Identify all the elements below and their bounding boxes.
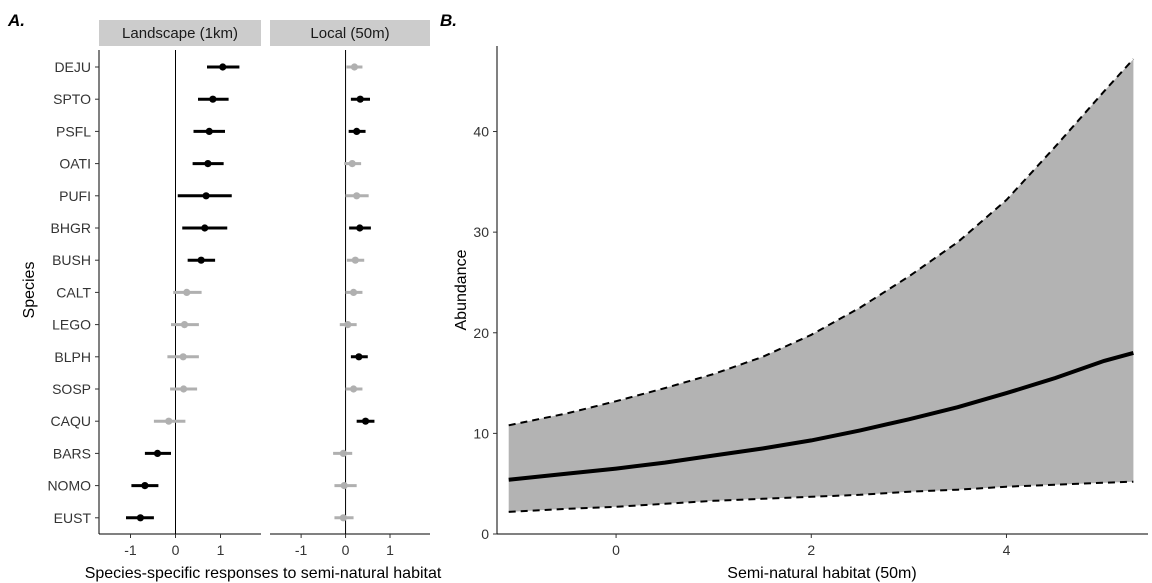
facet-local-marks: -1 0 1 [295, 50, 394, 558]
estimate-point-deju [350, 63, 359, 71]
estimate-point-bhgr [201, 224, 209, 232]
estimate-point-lego [344, 321, 352, 329]
y-tick-label: 10 [473, 425, 489, 441]
estimate-point-bars [153, 449, 162, 457]
lower-bound-line [508, 480, 1134, 513]
x-tick-label: 0 [172, 542, 180, 558]
panel-a-x-axis-title: Species-specific responses to semi-natur… [85, 565, 442, 582]
y-tick-label: 0 [481, 526, 489, 542]
panel-a-forest-plot: A. Landscape (1km) Local (50m) DEJU SPTO P… [7, 11, 442, 582]
estimate-point-bush [351, 256, 359, 264]
estimate-point-sosp [349, 385, 358, 393]
estimate-point-calt [349, 288, 358, 296]
panel-a-label: A. [7, 11, 25, 30]
panel-b-line-chart: B. 0 10 20 30 40 0 2 4 Abundance Semi-natural h… [440, 11, 1148, 582]
facet-strip-local-label: Local (50m) [310, 25, 389, 42]
species-label: EUST [54, 510, 92, 526]
estimate-point-psfl [205, 127, 213, 135]
estimate-point-spto [356, 95, 364, 103]
facet-landscape-marks: -1 0 1 [124, 50, 240, 558]
estimate-point-eust [136, 514, 144, 522]
species-label: BLPH [54, 349, 91, 365]
estimate-point-eust [339, 514, 347, 522]
estimate-point-pufi [202, 192, 210, 200]
species-label: DEJU [54, 59, 91, 75]
x-tick-label: 0 [342, 542, 350, 558]
species-label: CAQU [51, 413, 91, 429]
species-label: SPTO [53, 91, 91, 107]
estimate-point-caqu [165, 417, 173, 425]
y-tick-label: 20 [473, 325, 489, 341]
species-label: SOSP [52, 381, 91, 397]
facet-strip-local [270, 20, 430, 46]
x-tick-label: 2 [807, 542, 815, 558]
y-tick-label: 30 [473, 224, 489, 240]
species-label: CALT [56, 284, 91, 300]
species-label: LEGO [52, 317, 91, 333]
species-tick-labels: DEJU SPTO PSFL OATI PUFI BHGR BUSH CALT LEGO BLPH… [47, 59, 99, 526]
estimate-point-oati [204, 160, 212, 168]
x-tick-label: 1 [217, 542, 225, 558]
species-label: OATI [59, 156, 91, 172]
estimate-point-deju [219, 63, 227, 71]
estimate-point-spto [209, 95, 217, 103]
estimate-point-lego [180, 321, 189, 329]
facet-strip-landscape [99, 20, 261, 46]
estimate-point-nomo [340, 482, 348, 490]
facet-strip-landscape-label: Landscape (1km) [122, 25, 238, 42]
panel-b-label: B. [440, 11, 457, 30]
estimate-point-caqu [361, 417, 370, 425]
panel-b-ticks: 0 10 20 30 40 0 2 4 [473, 124, 1010, 558]
x-tick-label: 1 [386, 542, 394, 558]
species-label: PUFI [59, 188, 91, 204]
estimate-point-psfl [353, 127, 361, 135]
x-tick-label: -1 [124, 542, 137, 558]
estimate-point-oati [348, 160, 356, 168]
upper-bound-line [508, 58, 1135, 427]
panel-b-y-axis-title: Abundance [453, 249, 470, 330]
species-label: BHGR [51, 220, 91, 236]
x-tick-label: 4 [1003, 542, 1011, 558]
x-tick-label: 0 [612, 542, 620, 558]
panel-b-x-axis-title: Semi-natural habitat (50m) [727, 565, 916, 582]
estimate-point-nomo [141, 482, 149, 490]
y-tick-label: 40 [473, 124, 489, 140]
species-label: NOMO [47, 478, 91, 494]
estimate-point-calt [183, 288, 191, 296]
fitted-line [508, 350, 1134, 482]
estimate-point-bush [197, 256, 205, 264]
species-label: BUSH [52, 252, 91, 268]
estimate-point-bhgr [356, 224, 364, 232]
x-tick-label: -1 [295, 542, 308, 558]
species-label: PSFL [56, 123, 91, 139]
estimate-point-blph [179, 353, 187, 361]
species-label: BARS [53, 445, 91, 461]
estimate-point-bars [339, 449, 347, 457]
estimate-point-pufi [353, 192, 361, 200]
confidence-ribbon [508, 59, 1134, 512]
estimate-point-blph [355, 353, 363, 361]
panel-a-y-axis-title: Species [21, 262, 38, 319]
estimate-point-sosp [180, 385, 188, 393]
